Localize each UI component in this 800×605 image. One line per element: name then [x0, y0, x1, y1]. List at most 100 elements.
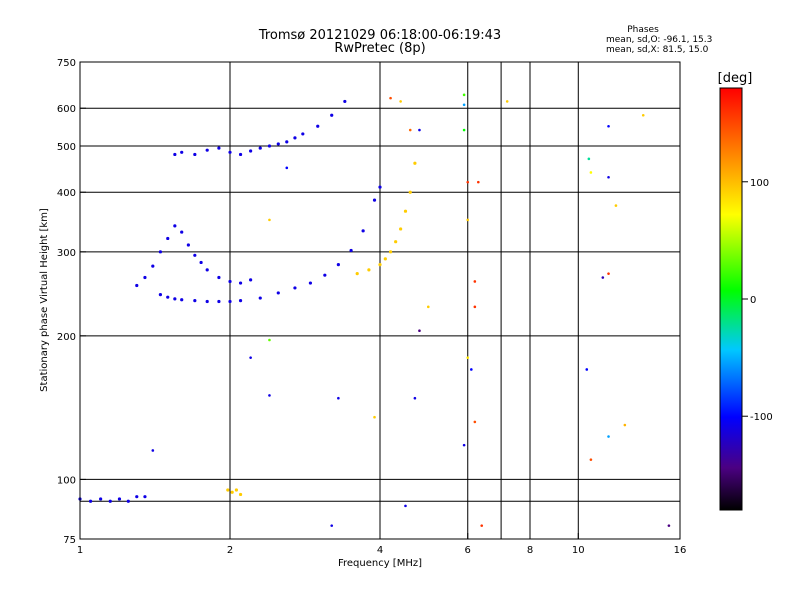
- data-point: [373, 415, 376, 419]
- colorbar: [deg] 100 0 -100: [718, 71, 773, 511]
- data-point: [470, 368, 473, 371]
- grid-lines: [80, 62, 680, 539]
- data-point: [249, 278, 253, 282]
- colorbar-tick-label: -100: [750, 412, 773, 423]
- data-point: [394, 240, 398, 244]
- data-point: [217, 146, 221, 150]
- data-point: [276, 291, 280, 295]
- stats-o-mode: mean, sd,O: -96.1, 15.3: [606, 35, 712, 45]
- data-point: [367, 268, 371, 272]
- data-point: [285, 140, 289, 144]
- y-axis: 75 100 200 300 400 500 600 750: [57, 58, 86, 546]
- data-point: [383, 257, 387, 261]
- data-point: [205, 148, 209, 152]
- data-point: [466, 356, 470, 359]
- data-point: [408, 190, 412, 194]
- data-point: [135, 283, 139, 288]
- x-tick-label: 10: [572, 545, 585, 556]
- data-point: [228, 279, 232, 284]
- data-point: [88, 499, 93, 503]
- data-point: [228, 299, 232, 304]
- trace-o-mode: [158, 185, 382, 304]
- y-tick-label: 500: [57, 142, 76, 153]
- data-point: [477, 180, 480, 184]
- data-point: [462, 128, 466, 132]
- data-point: [173, 297, 177, 301]
- stats-heading: Phases: [627, 25, 659, 35]
- data-point: [268, 394, 271, 397]
- y-tick-label: 100: [57, 475, 76, 486]
- colorbar-gradient: [720, 88, 742, 510]
- data-point: [378, 185, 382, 189]
- data-point: [158, 293, 163, 297]
- data-point: [143, 275, 147, 280]
- data-point: [228, 150, 232, 154]
- data-point: [388, 250, 393, 254]
- data-point: [126, 499, 130, 503]
- data-point: [249, 356, 252, 359]
- data-point: [343, 99, 347, 104]
- data-point: [258, 296, 262, 300]
- data-point: [180, 230, 184, 234]
- y-tick-label: 400: [57, 188, 76, 199]
- data-point: [205, 299, 209, 304]
- data-point: [399, 100, 402, 103]
- data-point: [173, 224, 177, 228]
- data-point: [276, 142, 280, 146]
- y-tick-label: 600: [57, 104, 76, 115]
- data-point: [378, 263, 382, 267]
- trace-o-mode: [78, 495, 147, 503]
- data-point: [607, 124, 610, 128]
- data-point: [413, 396, 417, 400]
- data-point: [336, 263, 340, 267]
- data-point: [426, 305, 430, 309]
- data-point: [230, 490, 234, 494]
- data-point: [623, 423, 627, 427]
- data-point: [173, 152, 177, 157]
- colorbar-ticks: 100 0 -100: [742, 178, 773, 423]
- data-point: [238, 492, 243, 497]
- data-point: [108, 499, 112, 503]
- stats-x-mode: mean, sd,X: 81.5, 15.0: [606, 45, 709, 55]
- x-tick-label: 16: [674, 545, 687, 556]
- data-point: [466, 218, 470, 222]
- y-tick-label: 300: [57, 248, 76, 259]
- data-point: [585, 368, 589, 371]
- data-point: [301, 132, 305, 136]
- data-point: [601, 276, 605, 279]
- data-point: [249, 149, 253, 153]
- data-point: [337, 396, 340, 400]
- x-axis: 1 2 4 6 8 10 16: [77, 533, 687, 556]
- data-point: [217, 275, 221, 280]
- data-point: [135, 495, 139, 499]
- data-point: [193, 152, 197, 157]
- data-point: [193, 253, 197, 257]
- data-point: [404, 504, 407, 508]
- data-point: [589, 458, 593, 461]
- chart-subtitle: RwPretec (8p): [334, 41, 425, 56]
- data-point: [186, 243, 190, 247]
- data-point: [193, 299, 197, 303]
- data-point: [316, 124, 320, 128]
- data-point: [587, 157, 591, 161]
- data-point: [330, 524, 334, 527]
- colorbar-label: [deg]: [718, 71, 753, 86]
- data-point: [267, 144, 272, 148]
- data-point: [607, 175, 610, 179]
- data-point: [466, 180, 470, 184]
- y-tick-label: 200: [57, 332, 76, 343]
- data-points: [78, 93, 671, 527]
- data-point: [143, 495, 147, 499]
- data-point: [117, 497, 122, 501]
- data-point: [234, 488, 238, 492]
- data-point: [293, 286, 297, 290]
- data-point: [505, 100, 509, 103]
- data-point: [372, 198, 377, 202]
- data-point: [205, 268, 209, 272]
- data-point: [180, 298, 184, 302]
- x-tick-label: 1: [77, 545, 83, 556]
- y-axis-label: Stationary phase Virtual Height [km]: [39, 208, 50, 392]
- colorbar-tick-label: 0: [750, 295, 756, 306]
